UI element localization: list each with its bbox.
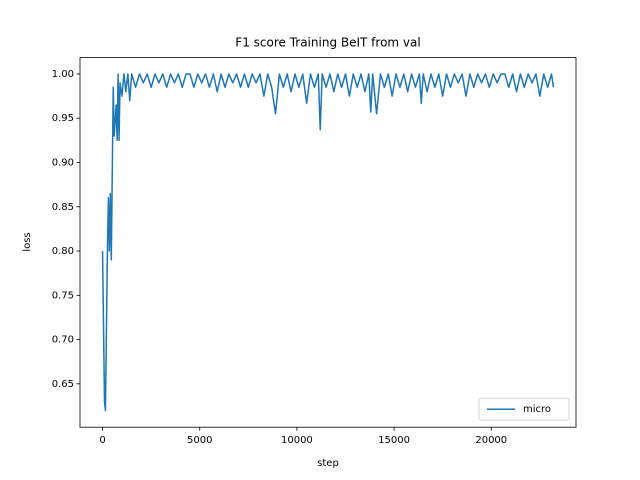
plot-frame [79, 57, 577, 428]
chart-title: F1 score Training BeIT from val [235, 36, 420, 50]
x-axis-label: step [317, 458, 339, 469]
y-tick-label: 1.00 [52, 69, 74, 80]
y-tick-label: 0.95 [52, 113, 74, 124]
y-tick-label: 0.75 [52, 290, 74, 301]
x-tick-label: 20000 [475, 435, 507, 446]
legend-box [478, 397, 570, 421]
y-tick-label: 0.90 [52, 158, 74, 169]
data-line [101, 73, 555, 412]
y-tick-label: 0.70 [52, 335, 74, 346]
x-tick-label: 5000 [187, 435, 212, 446]
x-tick-label: 0 [99, 435, 105, 446]
y-tick-label: 0.80 [52, 246, 74, 257]
y-axis-label: loss [22, 232, 33, 251]
x-tick-label: 10000 [281, 435, 313, 446]
x-tick-label: 15000 [378, 435, 410, 446]
y-tick-label: 0.85 [52, 202, 74, 213]
legend-label: micro [523, 404, 551, 415]
y-tick-label: 0.65 [52, 379, 74, 390]
